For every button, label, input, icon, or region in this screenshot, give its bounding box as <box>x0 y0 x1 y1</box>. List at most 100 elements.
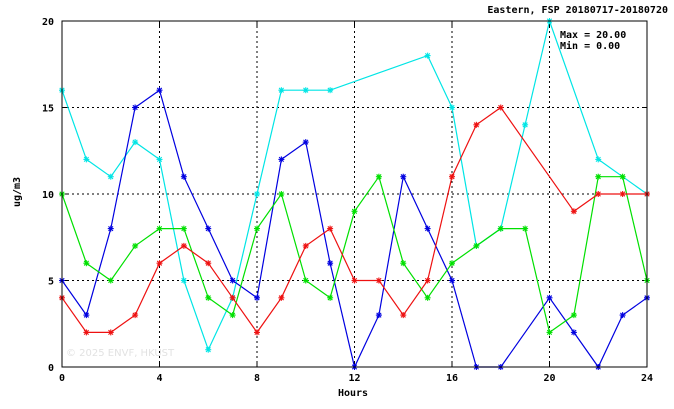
data-point-marker <box>83 156 90 163</box>
chart-title: Eastern, FSP 20180717-20180720 <box>487 5 668 16</box>
series-4 <box>59 104 650 336</box>
data-point-marker <box>278 191 285 197</box>
data-point-marker <box>522 121 529 128</box>
data-point-marker <box>278 156 285 163</box>
data-point-marker <box>619 191 626 197</box>
data-point-marker <box>375 173 382 180</box>
x-tick-label: 16 <box>446 373 458 384</box>
x-tick-label: 0 <box>59 373 65 384</box>
series-line <box>61 89 648 369</box>
data-point-marker <box>229 312 236 319</box>
data-point-marker <box>595 191 602 197</box>
data-point-marker <box>156 87 163 94</box>
y-tick-label: 10 <box>42 190 54 201</box>
x-tick-label: 4 <box>156 373 162 384</box>
data-point-marker <box>83 329 90 336</box>
data-point-marker <box>180 277 187 284</box>
data-point-marker <box>132 242 139 249</box>
data-point-marker <box>449 277 455 284</box>
data-point-marker <box>327 225 334 232</box>
data-point-marker <box>595 173 602 180</box>
data-point-marker <box>570 312 577 319</box>
data-point-marker <box>254 294 260 301</box>
x-tick-label: 24 <box>641 373 653 384</box>
data-point-marker <box>107 277 114 284</box>
data-point-marker <box>546 329 553 336</box>
data-point-marker <box>400 260 407 267</box>
min-label: Min = 0.00 <box>560 40 620 52</box>
data-point-marker <box>351 277 358 284</box>
y-tick-label: 0 <box>48 363 54 374</box>
data-point-marker <box>132 139 139 146</box>
series-2 <box>59 87 650 370</box>
y-tick-label: 15 <box>42 104 54 115</box>
data-point-marker <box>619 173 626 180</box>
x-tick-label: 8 <box>254 373 260 384</box>
data-point-marker <box>156 156 163 163</box>
data-point-marker <box>205 225 212 232</box>
data-point-marker <box>424 294 431 301</box>
data-point-marker <box>351 208 358 215</box>
data-point-marker <box>205 346 212 353</box>
data-point-marker <box>302 139 309 146</box>
data-point-marker <box>132 312 139 319</box>
axis-ticks: 0 4 8 12 16 20 24 0 5 10 15 20 <box>42 17 653 384</box>
data-point-marker <box>107 225 114 232</box>
data-point-marker <box>400 312 407 319</box>
series-line <box>61 175 648 334</box>
data-point-marker <box>132 104 139 111</box>
data-point-marker <box>302 242 309 249</box>
data-point-marker <box>254 329 260 336</box>
data-point-marker <box>278 294 285 301</box>
data-point-marker <box>595 156 602 163</box>
data-point-marker <box>327 260 334 267</box>
data-point-marker <box>107 329 114 336</box>
y-tick-label: 20 <box>42 17 54 28</box>
x-tick-label: 12 <box>348 373 360 384</box>
data-point-marker <box>473 242 480 249</box>
data-point-marker <box>570 329 577 336</box>
data-point-marker <box>473 121 480 128</box>
data-point-marker <box>497 225 504 232</box>
max-label: Max = 20.00 <box>560 30 626 41</box>
data-point-marker <box>424 52 431 59</box>
data-point-marker <box>449 260 455 267</box>
data-point-marker <box>205 294 212 301</box>
data-point-marker <box>180 173 187 180</box>
data-point-marker <box>302 87 309 94</box>
data-point-marker <box>424 277 431 284</box>
data-point-marker <box>546 294 553 301</box>
data-point-marker <box>570 208 577 215</box>
series-line <box>61 18 648 352</box>
data-point-marker <box>107 173 114 180</box>
data-point-marker <box>229 294 236 301</box>
data-point-marker <box>327 87 334 94</box>
data-point-marker <box>254 225 260 232</box>
series-layer <box>59 18 650 370</box>
x-axis-label: Hours <box>338 388 368 399</box>
data-point-marker <box>375 312 382 319</box>
data-point-marker <box>180 242 187 249</box>
plot-frame <box>61 20 648 368</box>
data-point-marker <box>400 173 407 180</box>
data-point-marker <box>254 191 260 197</box>
data-point-marker <box>375 277 382 284</box>
data-point-marker <box>449 104 455 111</box>
watermark: © 2025 ENVF, HKUST <box>66 348 175 359</box>
data-point-marker <box>180 225 187 232</box>
data-point-marker <box>83 312 90 319</box>
grid <box>62 21 647 367</box>
data-point-marker <box>278 87 285 94</box>
data-point-marker <box>522 225 529 232</box>
data-point-marker <box>449 173 455 180</box>
data-point-marker <box>156 260 163 267</box>
data-point-marker <box>83 260 90 267</box>
data-point-marker <box>327 294 334 301</box>
data-point-marker <box>424 225 431 232</box>
data-point-marker <box>229 277 236 284</box>
data-point-marker <box>156 225 163 232</box>
data-point-marker <box>302 277 309 284</box>
data-point-marker <box>205 260 212 267</box>
data-point-marker <box>497 104 504 111</box>
